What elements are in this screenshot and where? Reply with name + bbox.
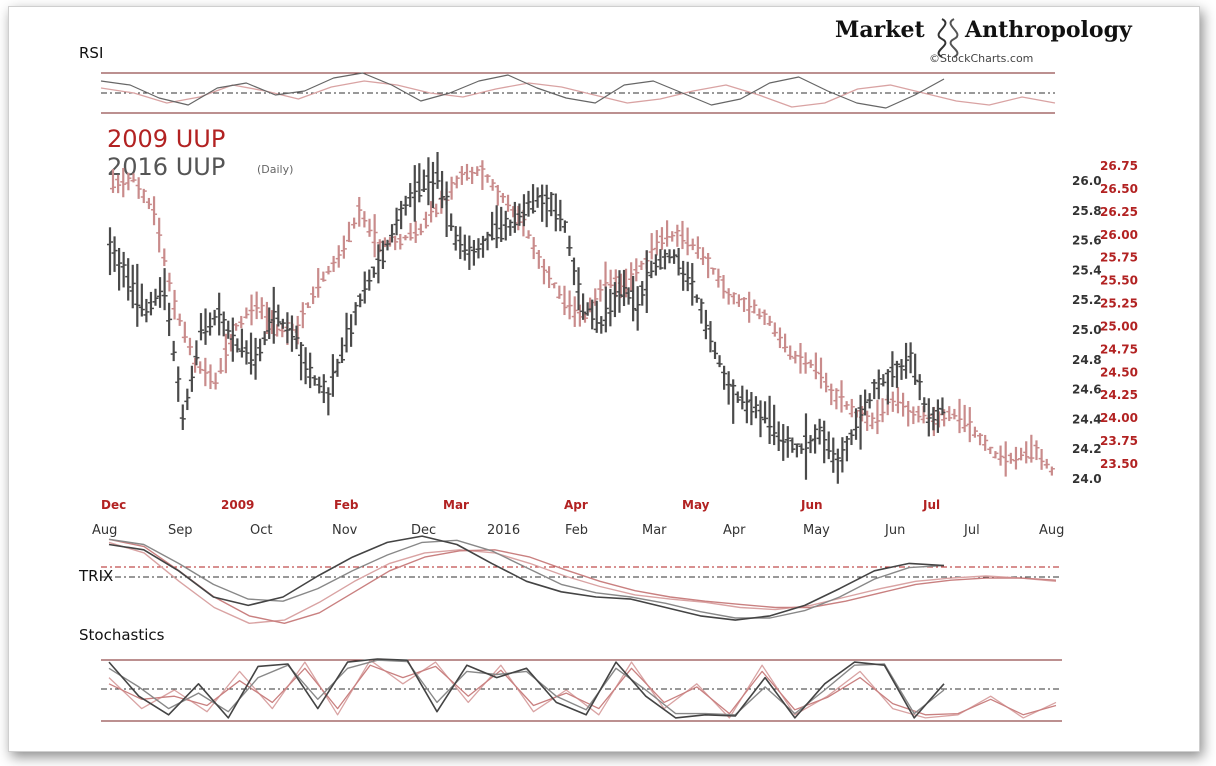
x-tick-label-2016: Mar: [642, 523, 667, 538]
trix-line-2009: [108, 538, 1057, 624]
y-tick-label-2009: 25.00: [1100, 319, 1138, 333]
x-tick-label-2009: Jun: [800, 498, 823, 512]
x-tick-label-2016: Dec: [411, 523, 436, 538]
trix-line-2016: [108, 535, 945, 621]
x-tick-label-2009: 2009: [221, 498, 254, 512]
y-tick-label-2016: 25.2: [1072, 293, 1102, 307]
y-tick-label-2016: 25.4: [1072, 263, 1102, 277]
brand-name-right: Anthropology: [964, 17, 1133, 43]
y-tick-label-2016: 25.8: [1072, 204, 1102, 218]
x-tick-label-2016: Oct: [250, 523, 272, 538]
stochastics-panel: [101, 658, 1062, 722]
trix-title: TRIX: [78, 567, 113, 585]
x-tick-label-2016: Aug: [92, 523, 117, 538]
stoch-line-2016: [108, 658, 945, 719]
legend-2009: 2009 UUP: [107, 125, 225, 153]
y-tick-label-2016: 25.6: [1072, 234, 1102, 248]
brand-name-left: Market: [835, 17, 925, 43]
price-panel: 26.0 25.8 25.6 25.4 25.2 25.0 24.8 24.6 24.4 24.2…: [92, 151, 1138, 538]
x-tick-label-2009: Mar: [443, 498, 469, 512]
x-tick-label-2016: Nov: [332, 523, 358, 538]
trix-line-2009: [108, 541, 1057, 624]
x-tick-label-2016: Aug: [1039, 523, 1064, 538]
x-tick-label-2016: Jun: [884, 523, 905, 538]
stoch-line-2009: [108, 659, 1057, 719]
y-tick-label-2009: 24.00: [1100, 411, 1138, 425]
stockcharts-credit: ©StockCharts.com: [929, 52, 1033, 65]
x-tick-label-2016: 2016: [487, 523, 520, 538]
rsi-panel: [100, 72, 1056, 114]
y-tick-label-2009: 26.25: [1100, 205, 1138, 219]
dna-icon: [937, 18, 959, 58]
y-tick-label-2009: 25.50: [1100, 274, 1138, 288]
x-tick-label-2016: Sep: [168, 523, 193, 538]
y-tick-label-2016: 24.8: [1072, 353, 1102, 367]
y-tick-label-2016: 24.0: [1072, 472, 1102, 486]
legend-2016: 2016 UUP: [107, 153, 225, 181]
rsi-title: RSI: [79, 44, 103, 62]
trix-panel: [101, 535, 1062, 624]
x-tick-label-2009: Dec: [101, 498, 126, 512]
y-tick-label-2009: 26.50: [1100, 182, 1138, 196]
y-tick-label-2016: 26.0: [1072, 174, 1102, 188]
y-tick-label-2009: 24.50: [1100, 365, 1138, 379]
y-tick-label-2016: 24.6: [1072, 383, 1102, 397]
stoch-line-2009: [108, 664, 1057, 716]
trix-line-2016: [108, 538, 945, 619]
chart-canvas: Market Anthropology ©StockCharts.com RSI…: [78, 17, 1138, 722]
rsi-line-2009: [100, 80, 1056, 108]
y-tick-label-2016: 25.0: [1072, 323, 1102, 337]
y-tick-label-2009: 23.75: [1100, 434, 1138, 448]
y-tick-label-2009: 25.25: [1100, 297, 1138, 311]
x-tick-label-2009: Feb: [334, 498, 359, 512]
x-tick-label-2016: May: [803, 523, 830, 538]
y-tick-label-2009: 23.50: [1100, 457, 1138, 471]
x-tick-label-2016: Jul: [963, 523, 980, 538]
x-tick-label-2016: Feb: [565, 523, 588, 538]
y-tick-label-2009: 26.00: [1100, 228, 1138, 242]
y-tick-label-2009: 25.75: [1100, 251, 1138, 265]
y-tick-label-2009: 26.75: [1100, 159, 1138, 173]
stochastics-title: Stochastics: [79, 626, 165, 644]
brand-logo: Market Anthropology ©StockCharts.com: [835, 17, 1133, 65]
y-tick-label-2009: 24.25: [1100, 388, 1138, 402]
x-tick-label-2016: Apr: [723, 523, 746, 538]
rsi-line-2016: [100, 72, 945, 109]
legend-2016-note: (Daily): [257, 163, 293, 176]
chart-frame: Market Anthropology ©StockCharts.com RSI…: [8, 6, 1200, 752]
y-tick-label-2016: 24.2: [1072, 442, 1102, 456]
y-tick-label-2016: 24.4: [1072, 412, 1102, 426]
x-tick-label-2009: May: [682, 498, 710, 512]
x-tick-label-2009: Jul: [922, 498, 940, 512]
x-tick-label-2009: Apr: [564, 498, 588, 512]
y-tick-label-2009: 24.75: [1100, 342, 1138, 356]
